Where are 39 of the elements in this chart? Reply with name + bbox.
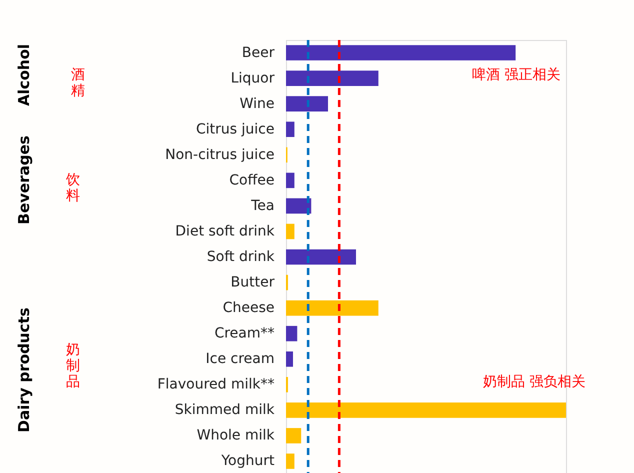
y-tick-label: Diet soft drink	[175, 223, 276, 240]
y-tick-label: Butter	[230, 274, 275, 291]
bar	[286, 402, 566, 418]
bar	[286, 300, 378, 316]
bar	[286, 428, 302, 444]
bar	[286, 198, 312, 214]
bar	[286, 351, 293, 367]
y-tick-label: Ice cream	[206, 351, 274, 368]
y-tick-label: Beer	[242, 44, 275, 61]
bar	[286, 172, 294, 188]
bar	[286, 122, 294, 138]
y-tick-label: Cheese	[222, 300, 274, 316]
bar	[286, 249, 356, 265]
bar	[286, 454, 294, 469]
y-tick-label: Liquor	[230, 70, 275, 86]
y-tick-label: Cream**	[214, 326, 274, 342]
y-tick-label: Wine	[240, 96, 274, 112]
y-tick-label: Yoghurt	[220, 453, 276, 470]
bar	[286, 70, 378, 86]
text: Beverages	[15, 135, 33, 224]
y-tick-label: Flavoured milk**	[157, 376, 274, 393]
y-tick-label: Whole milk	[196, 428, 276, 444]
text: 饮料	[65, 172, 80, 204]
y-tick-label: Soft drink	[206, 249, 276, 265]
bar	[286, 326, 298, 342]
y-tick-label: Non-citrus juice	[165, 146, 274, 163]
y-tick-label: Citrus juice	[196, 121, 274, 138]
text: 奶制品	[66, 342, 80, 390]
y-tick-label: Skimmed milk	[174, 402, 276, 418]
text: Alcohol	[15, 44, 33, 106]
y-tick-label: Coffee	[229, 172, 274, 188]
text: 酒精	[71, 67, 85, 99]
y-tick-label: Tea	[250, 198, 274, 214]
annotation: 啤酒 强正相关	[472, 67, 560, 83]
bar	[286, 96, 328, 112]
text: Dairy products	[15, 307, 33, 432]
bar	[286, 45, 516, 60]
annotation: 奶制品 强负相关	[483, 374, 586, 390]
bar	[286, 224, 294, 240]
